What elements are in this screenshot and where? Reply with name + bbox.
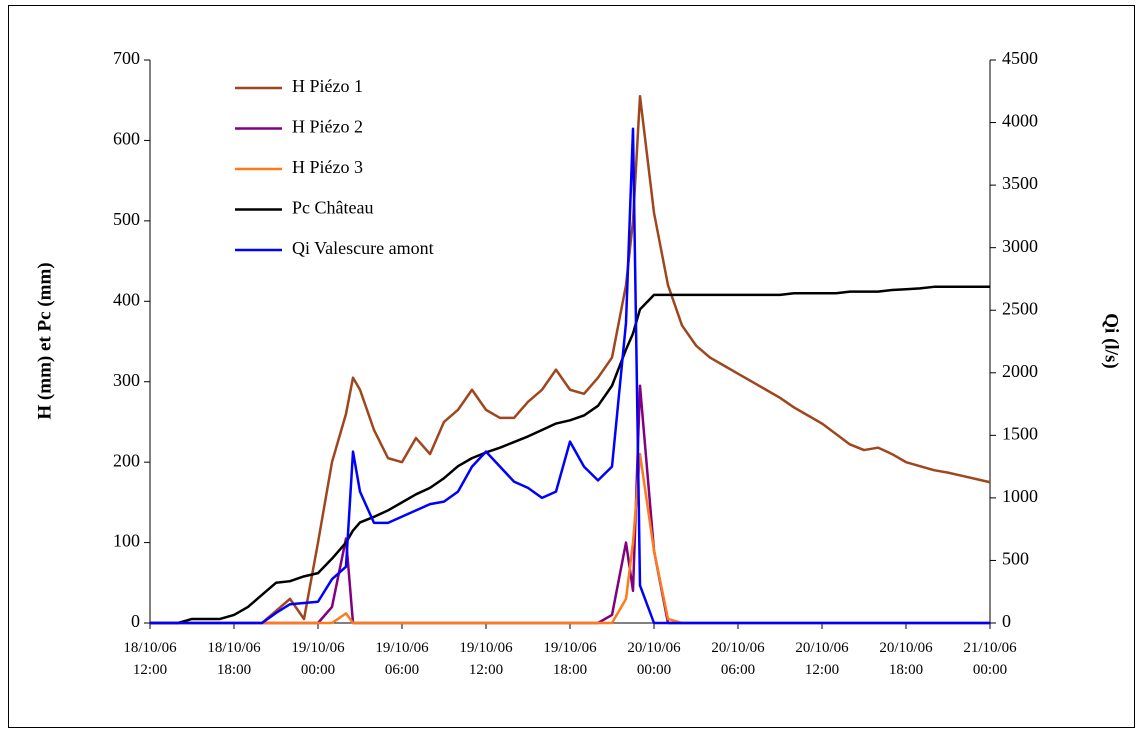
legend-label: Pc Château [292, 198, 373, 218]
series-line [150, 127, 990, 625]
legend-label: H Piézo 2 [292, 117, 363, 137]
y-tick-label: 500 [113, 209, 140, 229]
y2-tick-label: 3000 [1002, 236, 1038, 256]
series-line [150, 94, 991, 625]
x-tick-label: 21/10/06 00:00 [963, 640, 1017, 678]
x-tick-label: 19/10/06 12:00 [459, 640, 513, 678]
series-line [150, 452, 990, 625]
y2-tick-label: 4500 [1002, 48, 1038, 68]
y-tick-label: 100 [113, 531, 140, 551]
x-tick-label: 20/10/06 12:00 [795, 640, 849, 678]
y-tick-label: 700 [113, 48, 140, 68]
y2-axis-title: Qi (l/s) [1101, 313, 1122, 368]
y2-tick-label: 500 [1002, 549, 1029, 569]
y-tick-label: 300 [113, 370, 140, 390]
y-tick-label: 400 [113, 289, 140, 309]
y2-tick-label: 2500 [1002, 298, 1038, 318]
chart-frame [8, 5, 1135, 728]
x-tick-label: 18/10/06 12:00 [123, 640, 177, 678]
legend-label: H Piézo 1 [292, 76, 363, 96]
x-tick-label: 19/10/06 06:00 [375, 640, 429, 678]
y-tick-label: 600 [113, 129, 140, 149]
y-axis-title: H (mm) et Pc (mm) [34, 262, 55, 419]
legend-label: Qi Valescure amont [292, 238, 434, 258]
x-tick-label: 18/10/06 18:00 [207, 640, 261, 678]
y2-tick-label: 3500 [1002, 173, 1038, 193]
x-tick-label: 20/10/06 00:00 [627, 640, 681, 678]
legend-label: H Piézo 3 [292, 157, 363, 177]
y2-tick-label: 4000 [1002, 111, 1038, 131]
x-tick-label: 19/10/06 18:00 [543, 640, 597, 678]
y-tick-label: 200 [113, 450, 140, 470]
y2-tick-label: 2000 [1002, 361, 1038, 381]
y2-tick-label: 1500 [1002, 423, 1038, 443]
y2-tick-label: 1000 [1002, 486, 1038, 506]
x-tick-label: 19/10/06 00:00 [291, 640, 345, 678]
x-tick-label: 20/10/06 18:00 [879, 640, 933, 678]
y2-tick-label: 0 [1002, 611, 1011, 631]
x-tick-label: 20/10/06 06:00 [711, 640, 765, 678]
y-tick-label: 0 [131, 611, 140, 631]
series-line [150, 285, 990, 625]
